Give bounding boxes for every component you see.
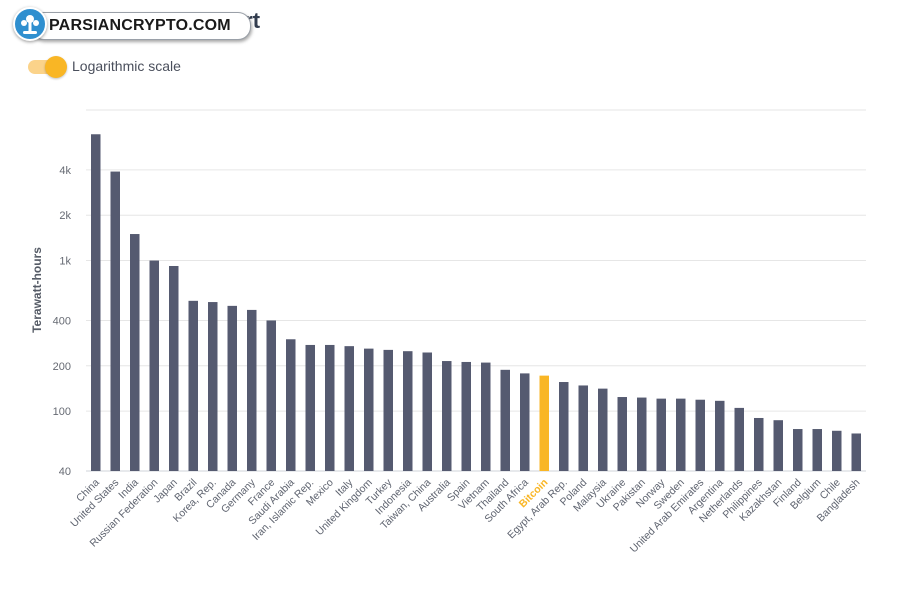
- bar: [715, 400, 725, 471]
- y-tick-label: 100: [53, 406, 71, 418]
- bar: [520, 373, 530, 471]
- bar: [364, 348, 374, 471]
- bar: [325, 344, 335, 471]
- log-scale-toggle[interactable]: [28, 56, 68, 78]
- bar: [169, 265, 179, 471]
- bar: [617, 397, 627, 471]
- tree-icon: [21, 15, 39, 34]
- parsiancrypto-logo-icon: [13, 7, 47, 41]
- y-tick-label: 400: [53, 315, 71, 327]
- bar: [793, 429, 803, 471]
- logo-text: PARSIANCRYPTO.COM: [49, 17, 231, 34]
- bar: [559, 382, 569, 471]
- bar: [403, 351, 413, 471]
- bar: [754, 417, 764, 471]
- bar: [773, 420, 783, 471]
- y-axis-label: Terawatt-hours: [30, 247, 44, 333]
- logo: PARSIANCRYPTO.COM: [13, 7, 251, 41]
- bar: [286, 339, 296, 471]
- bar: [130, 234, 140, 471]
- y-tick-label: 200: [53, 361, 71, 373]
- bar: [578, 385, 588, 471]
- bar: [500, 369, 510, 471]
- bar: [676, 398, 686, 471]
- bar: [208, 302, 218, 471]
- bar: [149, 260, 159, 471]
- bar: [656, 398, 666, 471]
- bar: [344, 346, 354, 471]
- bar-highlight: [539, 375, 549, 471]
- bar: [851, 433, 861, 471]
- bar: [247, 309, 257, 471]
- bar: [110, 171, 120, 471]
- toggle-knob[interactable]: [45, 56, 67, 78]
- bar: [188, 300, 198, 471]
- bar: [305, 344, 315, 471]
- bar: [812, 429, 822, 471]
- bar: [266, 320, 276, 471]
- bar: [461, 361, 471, 471]
- y-tick-label: 40: [59, 466, 71, 478]
- log-scale-label: Logarithmic scale: [72, 58, 181, 74]
- bar: [832, 430, 842, 471]
- bar: [481, 362, 491, 471]
- bar: [734, 407, 744, 471]
- bar: [598, 388, 608, 471]
- bar: [422, 352, 432, 471]
- logo-pill: [31, 12, 251, 40]
- bar: [695, 399, 705, 471]
- bar: [91, 134, 101, 471]
- bar: [442, 361, 452, 471]
- y-tick-label: 4k: [59, 165, 71, 177]
- y-tick-label: 2k: [59, 210, 71, 222]
- y-tick-label: 1k: [59, 256, 71, 268]
- bar: [383, 349, 393, 471]
- bar: [227, 305, 237, 471]
- bar: [637, 397, 647, 471]
